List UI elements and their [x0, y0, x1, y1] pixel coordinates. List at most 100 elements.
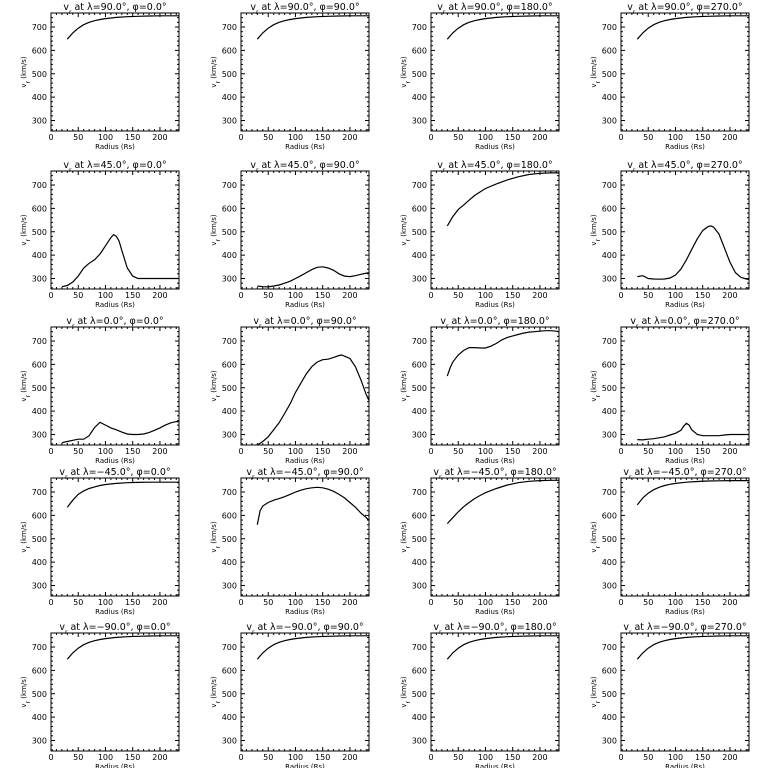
panel-title: vr at λ=−90.0°, φ=90.0°	[246, 622, 363, 636]
data-line	[446, 15, 559, 40]
symbol: v	[250, 2, 256, 13]
x-tick-label: 150	[125, 753, 140, 762]
x-tick-label: 150	[125, 291, 140, 300]
subscript: r	[25, 700, 32, 703]
data-line	[446, 635, 559, 660]
y-tick-label: 400	[602, 713, 617, 722]
symbol: v	[623, 467, 629, 478]
panel: vr at λ=45.0°, φ=0.0°vr (km/s)Radius (Rs…	[20, 160, 180, 309]
data-line	[256, 486, 370, 525]
panel-title: vr at λ=90.0°, φ=90.0°	[250, 2, 359, 16]
y-tick-label: 300	[32, 274, 47, 283]
panel-title: vr at λ=0.0°, φ=90.0°	[253, 316, 356, 330]
x-tick-label: 100	[288, 753, 303, 762]
y-tick-label: 700	[32, 181, 47, 190]
symbol: v	[400, 241, 408, 245]
x-axis-label: Radius (Rs)	[285, 143, 325, 151]
x-tick-label: 100	[668, 753, 683, 762]
subscript: r	[215, 394, 222, 397]
x-axis-label: Radius (Rs)	[95, 457, 135, 465]
x-tick-label: 200	[342, 447, 357, 456]
y-tick-label: 700	[412, 488, 427, 497]
y-axis-label: vr (km/s)	[20, 370, 32, 401]
y-tick-label: 400	[222, 93, 237, 102]
symbol: v	[59, 467, 65, 478]
x-axis-label: Radius (Rs)	[475, 457, 515, 465]
x-tick-label: 50	[263, 598, 273, 607]
y-axis-label: vr (km/s)	[210, 676, 222, 707]
x-tick-label: 100	[288, 598, 303, 607]
panel: vr at λ=−90.0°, φ=0.0°vr (km/s)Radius (R…	[20, 622, 180, 768]
subscript: r	[25, 545, 32, 548]
text-rest: at λ=45.0°, φ=90.0°	[258, 160, 359, 171]
y-tick-label: 400	[32, 558, 47, 567]
panel: vr at λ=−90.0°, φ=270.0°vr (km/s)Radius …	[590, 622, 750, 768]
text-rest: (km/s)	[400, 214, 408, 239]
x-tick-label: 150	[125, 598, 140, 607]
x-tick-label: 0	[428, 753, 433, 762]
x-tick-label: 0	[618, 447, 623, 456]
y-tick-label: 500	[412, 70, 427, 79]
x-tick-label: 50	[73, 447, 83, 456]
x-tick-label: 0	[238, 133, 243, 142]
symbol: v	[437, 2, 443, 13]
y-tick-label: 600	[412, 360, 427, 369]
x-tick-label: 0	[618, 291, 623, 300]
symbol: v	[590, 83, 598, 87]
panel: vr at λ=−45.0°, φ=90.0°vr (km/s)Radius (…	[210, 467, 370, 616]
y-tick-label: 600	[32, 204, 47, 213]
x-tick-label: 50	[263, 753, 273, 762]
panel: vr at λ=0.0°, φ=0.0°vr (km/s)Radius (Rs)…	[20, 316, 180, 465]
symbol: v	[63, 2, 69, 13]
y-tick-label: 500	[602, 690, 617, 699]
x-tick-label: 50	[643, 133, 653, 142]
panel-title: vr at λ=−90.0°, φ=0.0°	[59, 622, 170, 636]
x-tick-label: 100	[478, 753, 493, 762]
panel-title: vr at λ=45.0°, φ=0.0°	[63, 160, 166, 174]
y-axis-label: vr (km/s)	[400, 676, 412, 707]
y-tick-label: 600	[412, 46, 427, 55]
x-tick-label: 50	[453, 133, 463, 142]
y-tick-label: 500	[32, 70, 47, 79]
x-axis-label: Radius (Rs)	[475, 763, 515, 768]
y-tick-label: 600	[32, 511, 47, 520]
subscript: r	[405, 700, 412, 703]
plot-frame	[620, 170, 750, 290]
x-tick-label: 200	[152, 133, 167, 142]
x-tick-label: 200	[532, 447, 547, 456]
x-axis-label: Radius (Rs)	[475, 608, 515, 616]
x-tick-label: 0	[428, 291, 433, 300]
y-tick-label: 600	[602, 46, 617, 55]
panel: vr at λ=45.0°, φ=270.0°vr (km/s)Radius (…	[590, 160, 750, 309]
panel-title: vr at λ=90.0°, φ=0.0°	[63, 2, 166, 16]
data-line	[636, 480, 749, 506]
y-axis-label: vr (km/s)	[400, 214, 412, 245]
x-tick-label: 150	[505, 753, 520, 762]
subscript: r	[595, 394, 602, 397]
y-tick-label: 300	[602, 581, 617, 590]
x-tick-label: 0	[428, 133, 433, 142]
x-tick-label: 50	[73, 598, 83, 607]
text-rest: at λ=90.0°, φ=90.0°	[258, 2, 359, 13]
x-tick-label: 0	[48, 133, 53, 142]
text-rest: (km/s)	[210, 676, 218, 701]
symbol: v	[433, 467, 439, 478]
subscript: r	[259, 323, 262, 330]
subscript: r	[446, 323, 449, 330]
data-line	[637, 422, 749, 441]
x-tick-label: 0	[238, 598, 243, 607]
y-tick-label: 500	[222, 70, 237, 79]
y-tick-label: 700	[32, 337, 47, 346]
y-tick-label: 600	[222, 511, 237, 520]
x-tick-label: 200	[152, 447, 167, 456]
y-tick-label: 500	[602, 228, 617, 237]
y-tick-label: 400	[222, 713, 237, 722]
panel-title: vr at λ=−45.0°, φ=90.0°	[246, 467, 363, 481]
text-rest: (km/s)	[20, 56, 28, 81]
subscript: r	[439, 474, 442, 481]
x-tick-label: 100	[478, 291, 493, 300]
y-tick-label: 400	[222, 558, 237, 567]
y-tick-label: 700	[222, 488, 237, 497]
x-tick-label: 0	[618, 598, 623, 607]
symbol: v	[400, 397, 408, 401]
